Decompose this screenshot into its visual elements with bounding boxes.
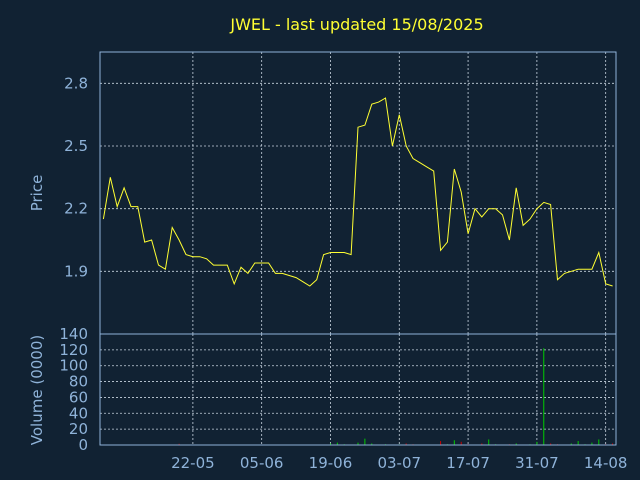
price-axis-label: Price	[28, 175, 46, 212]
volume-tick-120: 120	[59, 341, 88, 359]
x-tick-19-06: 19-06	[309, 454, 353, 472]
x-tick-17-07: 17-07	[446, 454, 490, 472]
price-tick-2.5: 2.5	[64, 137, 88, 155]
date-x-ticks: 22-05 05-06 19-06 03-07 17-07 31-07 14-08	[171, 454, 627, 472]
x-tick-03-07: 03-07	[377, 454, 421, 472]
volume-axis-label: Volume (0000)	[28, 335, 46, 445]
volume-tick-0: 0	[78, 436, 88, 454]
price-series	[102, 97, 613, 287]
volume-tick-140: 140	[59, 325, 88, 343]
price-tick-1.9: 1.9	[64, 262, 88, 280]
volume-tick-60: 60	[69, 388, 88, 406]
price-tick-2.8: 2.8	[64, 74, 88, 92]
x-tick-14-08: 14-08	[584, 454, 628, 472]
volume-tick-100: 100	[59, 357, 88, 375]
chart-title: JWEL - last updated 15/08/2025	[229, 15, 483, 34]
x-tick-05-06: 05-06	[240, 454, 284, 472]
price-y-ticks: 1.9 2.2 2.5 2.8	[64, 74, 88, 280]
x-tick-31-07: 31-07	[515, 454, 559, 472]
price-panel-frame	[99, 51, 617, 335]
volume-bars	[102, 348, 614, 445]
price-grid	[100, 52, 616, 334]
price-line	[102, 97, 613, 287]
price-tick-2.2: 2.2	[64, 200, 88, 218]
volume-tick-80: 80	[69, 373, 88, 391]
x-tick-22-05: 22-05	[171, 454, 215, 472]
volume-tick-20: 20	[69, 420, 88, 438]
volume-tick-40: 40	[69, 404, 88, 422]
volume-panel-frame	[99, 333, 617, 446]
volume-grid	[100, 334, 616, 445]
